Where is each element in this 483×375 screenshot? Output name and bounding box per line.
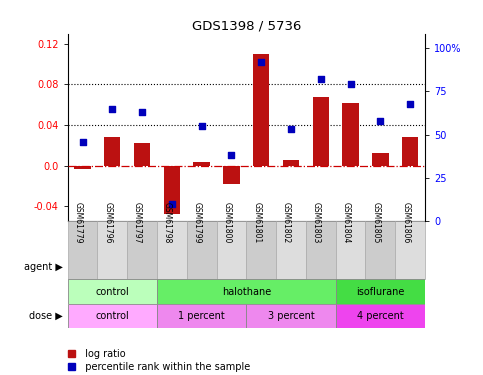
- Title: GDS1398 / 5736: GDS1398 / 5736: [192, 20, 301, 33]
- Bar: [194, 162, 210, 165]
- Text: 3 percent: 3 percent: [268, 311, 314, 321]
- Text: GSM61779: GSM61779: [73, 202, 83, 244]
- Text: 4 percent: 4 percent: [357, 311, 404, 321]
- Bar: [336, 221, 366, 279]
- Bar: [402, 137, 418, 165]
- Bar: [372, 153, 388, 165]
- Text: agent ▶: agent ▶: [24, 262, 63, 272]
- Text: GSM61803: GSM61803: [312, 202, 321, 244]
- Bar: [134, 143, 150, 165]
- Point: [79, 139, 86, 145]
- Point: [406, 100, 414, 106]
- Point: [198, 123, 206, 129]
- Bar: [342, 103, 359, 165]
- Bar: [157, 279, 336, 304]
- Bar: [74, 165, 91, 168]
- Text: GSM61799: GSM61799: [193, 202, 202, 244]
- Legend:   log ratio,   percentile rank within the sample: log ratio, percentile rank within the sa…: [68, 349, 251, 372]
- Point: [168, 201, 176, 207]
- Bar: [157, 221, 187, 279]
- Bar: [336, 279, 425, 304]
- Bar: [276, 221, 306, 279]
- Text: halothane: halothane: [222, 286, 271, 297]
- Bar: [395, 221, 425, 279]
- Text: GSM61798: GSM61798: [163, 202, 172, 244]
- Bar: [306, 221, 336, 279]
- Bar: [68, 279, 157, 304]
- Bar: [127, 221, 157, 279]
- Point: [287, 126, 295, 132]
- Bar: [223, 165, 240, 184]
- Text: control: control: [96, 286, 129, 297]
- Point: [227, 153, 235, 159]
- Text: GSM61797: GSM61797: [133, 202, 142, 244]
- Bar: [336, 304, 425, 328]
- Bar: [98, 221, 127, 279]
- Bar: [104, 137, 120, 165]
- Point: [347, 81, 355, 87]
- Bar: [246, 304, 336, 328]
- Text: GSM61806: GSM61806: [401, 202, 410, 244]
- Text: GSM61801: GSM61801: [252, 202, 261, 244]
- Bar: [246, 221, 276, 279]
- Bar: [216, 221, 246, 279]
- Bar: [164, 165, 180, 214]
- Text: GSM61800: GSM61800: [223, 202, 231, 244]
- Text: GSM61796: GSM61796: [103, 202, 112, 244]
- Bar: [187, 221, 216, 279]
- Text: dose ▶: dose ▶: [29, 311, 63, 321]
- Bar: [313, 97, 329, 165]
- Point: [109, 106, 116, 112]
- Bar: [68, 304, 157, 328]
- Bar: [253, 54, 270, 165]
- Point: [377, 118, 384, 124]
- Text: GSM61805: GSM61805: [371, 202, 381, 244]
- Bar: [68, 221, 98, 279]
- Text: isoflurane: isoflurane: [356, 286, 405, 297]
- Point: [317, 76, 325, 82]
- Bar: [157, 304, 246, 328]
- Text: control: control: [96, 311, 129, 321]
- Bar: [366, 221, 395, 279]
- Bar: [283, 160, 299, 165]
- Point: [257, 59, 265, 65]
- Point: [138, 109, 146, 115]
- Text: GSM61802: GSM61802: [282, 202, 291, 244]
- Text: 1 percent: 1 percent: [178, 311, 225, 321]
- Text: GSM61804: GSM61804: [341, 202, 351, 244]
